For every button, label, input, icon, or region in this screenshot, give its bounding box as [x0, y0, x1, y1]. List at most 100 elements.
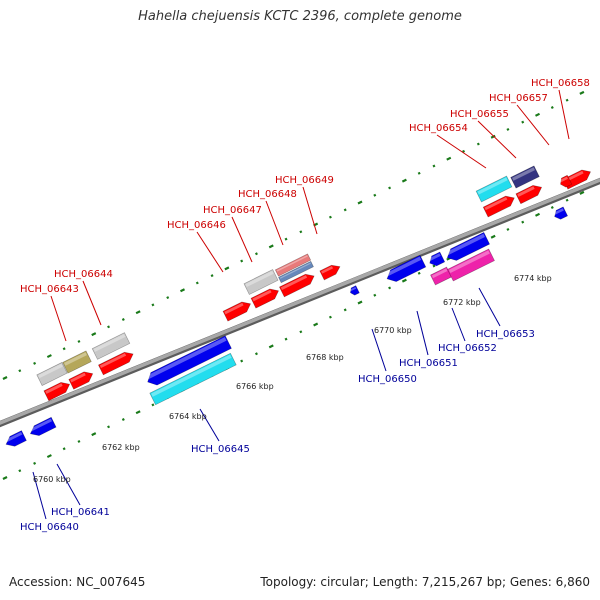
gene-steel-1-highlight: [279, 262, 311, 279]
tick-mark: [18, 469, 22, 473]
gene-label-hch-06646-leader: [196, 231, 224, 273]
gene-blue-8: [349, 285, 360, 296]
tick-mark: [151, 303, 155, 307]
gene-grey-1-body: [36, 362, 68, 386]
gene-label-hch-06643-leader: [50, 295, 67, 342]
gene-red-2-highlight: [70, 372, 86, 383]
gene-label-hch-06651-leader: [416, 310, 429, 356]
tick-mark: [506, 227, 510, 231]
tick-mark: [91, 332, 97, 337]
gene-red-1-body: [43, 382, 71, 402]
gene-grey-3-highlight: [245, 270, 274, 288]
gene-red-9: [515, 185, 543, 205]
gene-red-4: [222, 301, 251, 322]
gene-salmon-1: [274, 253, 312, 277]
tick-mark: [268, 344, 274, 349]
gene-red-8-highlight: [484, 196, 508, 211]
tick-mark: [579, 90, 585, 95]
gene-layer: [4, 165, 591, 447]
gene-red-11-body: [560, 174, 573, 188]
tick-mark: [107, 425, 111, 429]
gene-cyan-2-body: [149, 352, 237, 406]
tick-mark: [343, 308, 347, 312]
gene-grey-2: [91, 332, 131, 360]
gene-red-7-body: [319, 264, 341, 281]
gene-label-hch-06657-leader: [516, 104, 550, 146]
scale-label: 6774 kbp: [514, 274, 552, 283]
scale-label: 6770 kbp: [374, 326, 412, 335]
tick-mark: [254, 352, 258, 356]
gene-label-hch-06650: HCH_06650: [358, 374, 417, 385]
gene-blue-1: [4, 430, 27, 447]
tick-mark: [521, 220, 525, 224]
leader-layer: [32, 89, 570, 520]
tick-mark: [446, 156, 452, 161]
gene-label-hch-06651: HCH_06651: [399, 358, 458, 369]
gene-grey-2-body: [91, 332, 131, 360]
gene-blue-2-highlight: [29, 418, 53, 432]
gene-navy-1-body: [510, 165, 540, 189]
tick-mark: [46, 354, 52, 359]
tick-mark: [135, 410, 141, 415]
gene-blue-8-body: [350, 285, 360, 296]
gene-red-6-highlight: [280, 275, 308, 291]
gene-red-5-highlight: [252, 289, 272, 302]
tick-mark: [299, 230, 303, 234]
gene-magenta-2-body: [447, 248, 495, 282]
gene-grey-3: [243, 269, 279, 295]
gene-red-2-body: [68, 371, 94, 390]
gene-red-7: [319, 264, 341, 281]
tick-mark: [490, 134, 496, 139]
scale-label: 6764 kbp: [169, 412, 207, 421]
genome-title: Hahella chejuensis KCTC 2396, complete g…: [138, 9, 462, 24]
gene-cyan-1: [475, 175, 513, 203]
gene-blue-3-highlight: [145, 337, 227, 380]
gene-salmon-1-body: [274, 253, 312, 277]
gene-red-2: [68, 371, 94, 390]
gene-label-hch-06644-leader: [82, 280, 102, 326]
tick-mark: [506, 127, 510, 131]
tick-mark: [388, 186, 392, 190]
tick-mark: [2, 376, 8, 380]
gene-blue-4: [385, 254, 427, 282]
scale-label: 6772 kbp: [443, 298, 481, 307]
gene-salmon-1-highlight: [276, 255, 308, 272]
gene-blue-6-body: [446, 232, 491, 261]
gene-magenta-2: [447, 248, 495, 282]
gene-grey-3-body: [243, 269, 279, 295]
tick-mark: [2, 476, 8, 480]
gene-navy-1-highlight: [512, 167, 535, 181]
gene-label-hch-06647: HCH_06647: [203, 205, 262, 216]
tick-mark: [166, 296, 170, 300]
tick-mark: [121, 318, 125, 321]
backbone: [0, 177, 600, 428]
gene-blue-7-body: [554, 206, 568, 220]
gene-label-hch-06652-leader: [451, 307, 466, 342]
tick-mark: [240, 359, 244, 363]
tick-mark: [521, 120, 525, 124]
gene-magenta-2-highlight: [448, 250, 490, 273]
gene-blue-8-highlight: [349, 286, 357, 292]
gene-label-hch-06640-leader: [32, 471, 47, 520]
gene-red-3-highlight: [99, 353, 127, 369]
tick-mark: [224, 266, 230, 271]
tick-mark: [33, 461, 37, 465]
gene-red-3-body: [98, 351, 134, 376]
gene-label-hch-06654: HCH_06654: [409, 123, 468, 134]
tick-mark: [579, 190, 585, 195]
tick-mark: [151, 403, 155, 407]
gene-label-hch-06652: HCH_06652: [438, 343, 497, 354]
tick-mark: [550, 206, 554, 209]
tick-mark: [313, 322, 319, 327]
accession-text: Accession: NC_007645: [9, 575, 146, 589]
tick-mark: [33, 361, 37, 365]
tick-mark: [417, 171, 421, 175]
tick-mark: [135, 310, 141, 315]
gene-label-hch-06655-leader: [477, 120, 517, 159]
gene-label-hch-06658: HCH_06658: [531, 78, 590, 89]
label-layer: 6760 kbp 6762 kbp 6764 kbp 6766 kbp 6768 kbp…: [20, 78, 590, 533]
gene-red-1-highlight: [45, 383, 63, 394]
gene-red-1: [43, 382, 71, 402]
gene-red-7-highlight: [321, 266, 334, 274]
tick-mark: [357, 300, 363, 305]
